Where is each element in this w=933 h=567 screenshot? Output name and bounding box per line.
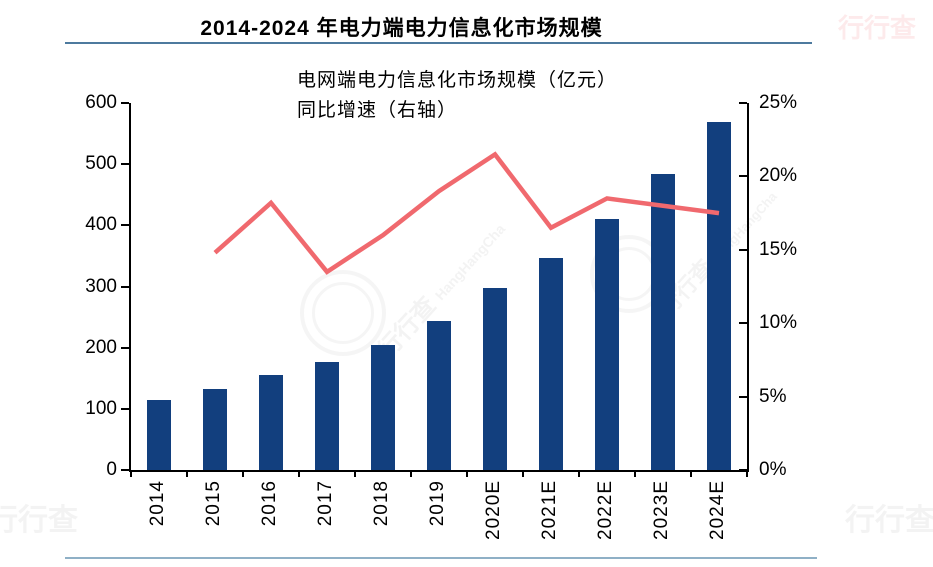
left-axis-tickmark	[121, 469, 129, 471]
right-axis-tickmark	[739, 248, 747, 251]
x-axis-label-2018: 2018	[371, 480, 392, 527]
bar-2016	[259, 374, 283, 470]
bar-2022E	[595, 219, 619, 470]
right-axis-tick-label: 20%	[759, 165, 798, 187]
x-axis-tickmark	[466, 470, 468, 477]
right-axis-line	[747, 103, 749, 472]
legend-item-line: 同比增速（右轴）	[228, 93, 617, 123]
x-axis-label-2020E: 2020E	[483, 480, 504, 540]
x-axis-label-2021E: 2021E	[539, 480, 560, 540]
x-axis-tickmark	[522, 470, 524, 477]
x-axis-tickmark	[690, 470, 692, 477]
left-axis-tick-label: 600	[85, 92, 117, 113]
right-axis-tickmark	[739, 469, 747, 471]
left-axis-tick-label: 300	[85, 275, 117, 297]
legend: 电网端电力信息化市场规模（亿元） 同比增速（右轴）	[228, 63, 617, 123]
x-axis-tickmark	[746, 470, 748, 477]
bar-2021E	[539, 258, 563, 470]
left-axis-tick-label: 200	[85, 336, 117, 358]
right-axis-tick-label: 0%	[759, 459, 787, 480]
bar-2018	[371, 344, 395, 470]
left-axis-tick-label: 0	[106, 459, 117, 480]
x-axis-label-2019: 2019	[427, 480, 448, 527]
right-axis-tickmark	[739, 102, 747, 104]
bar-2019	[427, 320, 451, 470]
right-axis-tick-label: 15%	[759, 238, 798, 260]
x-axis-label-2022E: 2022E	[595, 480, 616, 540]
x-axis-tickmark	[298, 470, 300, 477]
plot-area: 0 100 200 300 400 500 600 0% 5% 10% 15% 20% 25% 2014 2…	[85, 92, 797, 540]
x-axis-label-2014: 2014	[147, 480, 168, 527]
x-axis-label-2024E: 2024E	[707, 480, 728, 540]
left-axis-line	[129, 103, 131, 472]
bar-2015	[203, 389, 227, 470]
x-axis-tickmark	[410, 470, 412, 477]
left-axis-tickmark	[121, 102, 129, 104]
x-axis-label-2015: 2015	[203, 480, 224, 527]
bar-2017	[315, 361, 339, 470]
bar-2020E	[483, 288, 507, 470]
left-axis-tickmark	[121, 407, 129, 410]
x-axis-line	[129, 470, 749, 472]
footer-divider	[65, 557, 817, 559]
right-axis-tickmark	[739, 175, 747, 178]
bar-2023E	[651, 173, 675, 470]
legend-line-label: 同比增速（右轴）	[297, 99, 458, 121]
x-axis-tickmark	[634, 470, 636, 477]
right-axis-tickmark	[739, 395, 747, 398]
x-axis-label-2016: 2016	[259, 480, 280, 527]
x-axis-tickmark	[186, 470, 188, 477]
right-axis-tick-label: 25%	[759, 92, 798, 113]
left-axis-tick-label: 100	[85, 397, 117, 419]
bar-2024E	[707, 121, 731, 470]
right-axis-tickmark	[739, 322, 747, 325]
legend-item-bar: 电网端电力信息化市场规模（亿元）	[228, 63, 617, 93]
x-axis-label-2023E: 2023E	[651, 480, 672, 540]
title-divider	[65, 42, 812, 44]
right-axis-tick-label: 5%	[759, 385, 787, 407]
left-axis-tickmark	[121, 285, 129, 288]
x-axis-tickmark	[578, 470, 580, 477]
left-axis-tickmark	[121, 163, 129, 166]
bar-swatch-icon	[228, 73, 285, 84]
x-axis-tickmark	[242, 470, 244, 477]
x-axis-tickmark	[354, 470, 356, 477]
legend-bar-label: 电网端电力信息化市场规模（亿元）	[297, 69, 618, 91]
watermark-text: 行行查	[0, 504, 78, 537]
left-axis-tickmark	[121, 346, 129, 349]
watermark-text: 行行查	[845, 504, 933, 537]
left-axis-tick-label: 400	[85, 214, 117, 236]
right-axis-tick-label: 10%	[759, 312, 798, 334]
left-axis-tickmark	[121, 224, 129, 227]
x-axis-label-2017: 2017	[315, 480, 336, 527]
growth-line	[213, 151, 720, 275]
x-axis-tickmark	[130, 470, 132, 477]
left-axis-tick-label: 500	[85, 153, 117, 175]
watermark-text: 行行查	[838, 13, 917, 43]
chart-title: 2014-2024 年电力端电力信息化市场规模	[200, 17, 603, 40]
bar-2014	[147, 399, 171, 470]
